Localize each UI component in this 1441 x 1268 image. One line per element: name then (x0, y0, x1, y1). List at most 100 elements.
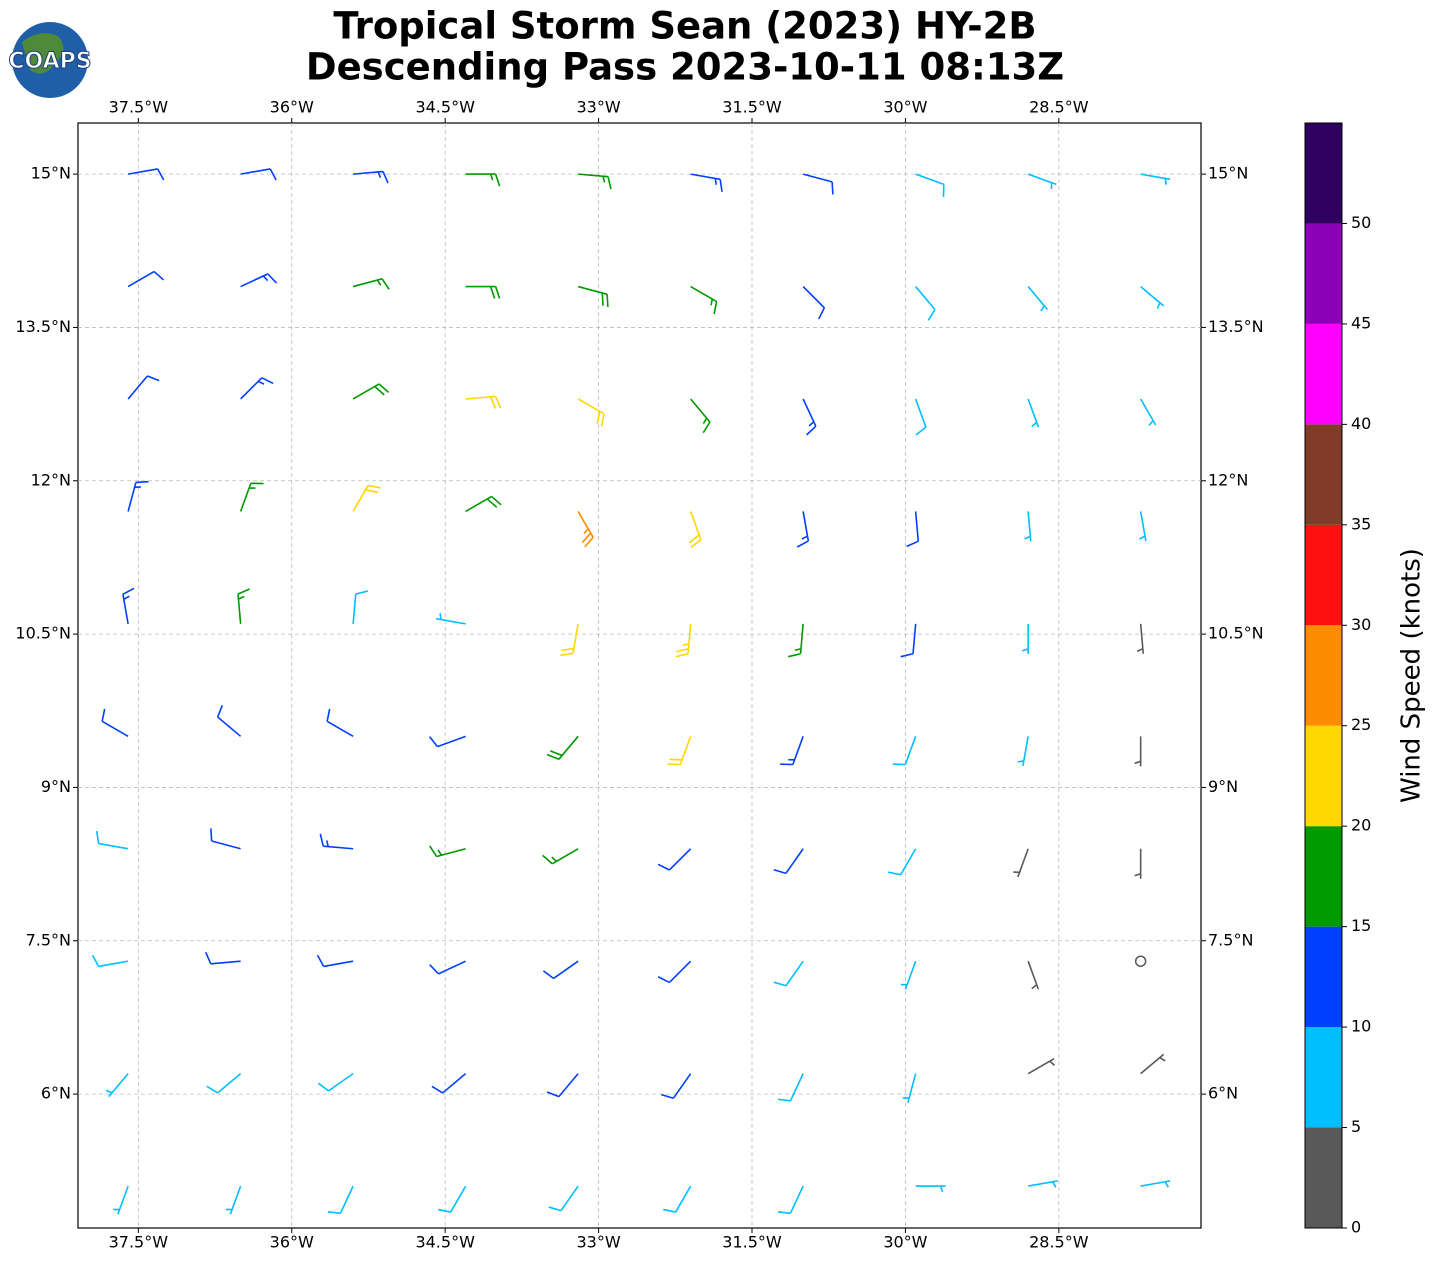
wind-barb (657, 848, 692, 871)
wind-barb (204, 951, 241, 965)
wind-barb (465, 173, 501, 187)
wind-barb (91, 954, 129, 968)
colorbar-segment (1305, 524, 1342, 626)
wind-barb (1134, 736, 1142, 767)
x-tick-label: 37.5°W (109, 98, 169, 117)
wind-barb (317, 1072, 354, 1092)
colorbar-segment (1305, 223, 1342, 324)
wind-barb (577, 398, 605, 427)
y-tick-label: 12°N (31, 470, 71, 489)
x-tick-label: 33°W (576, 98, 620, 117)
wind-barb (1139, 398, 1157, 426)
colorbar-segment (1305, 826, 1342, 927)
wind-barb (900, 623, 917, 658)
wind-barb (122, 587, 135, 625)
wind-barb (465, 495, 502, 513)
x-tick-label: 33°W (576, 1233, 620, 1252)
wind-barb (548, 1185, 579, 1212)
colorbar-segment (1305, 1127, 1342, 1228)
wind-barb (1140, 285, 1165, 309)
wind-barb (127, 270, 165, 288)
wind-barb (577, 285, 609, 307)
y-tick-label: 7.5°N (1208, 930, 1253, 949)
wind-barb (802, 398, 817, 436)
wind-barb (796, 511, 810, 548)
wind-barb (915, 1185, 946, 1193)
x-tick-label: 30°W (883, 1233, 927, 1252)
wind-barb (888, 848, 917, 876)
colorbar-segment (1305, 424, 1342, 525)
wind-barb (900, 960, 917, 990)
title-line: Tropical Storm Sean (2023) HY-2B (333, 5, 1036, 48)
wind-barb (688, 511, 702, 549)
x-tick-label: 36°W (270, 98, 314, 117)
wind-barb (906, 511, 920, 548)
wind-barb (206, 1073, 242, 1094)
y-tick-label: 6°N (1208, 1084, 1238, 1103)
colorbar-tick-label: 25 (1351, 715, 1371, 734)
wind-barb (1027, 286, 1049, 312)
colorbar-segment (1305, 926, 1342, 1028)
wind-barb (675, 623, 692, 658)
wind-barb (113, 1185, 129, 1215)
map-frame (77, 122, 1202, 1229)
wind-barb (95, 830, 129, 850)
wind-barb (802, 285, 826, 320)
wind-barb (1027, 173, 1057, 190)
wind-barb (240, 377, 274, 400)
y-tick-label: 10.5°N (1208, 624, 1264, 643)
wind-barb (352, 484, 381, 512)
colorbar-segment (1305, 625, 1342, 726)
wind-barb (1017, 736, 1029, 767)
wind-barb (127, 375, 160, 400)
wind-barb (352, 278, 390, 290)
y-tick-label: 9°N (1208, 777, 1238, 796)
wind-barb (663, 1185, 692, 1213)
colorbar-segment (1305, 123, 1342, 224)
colorbar-segment (1305, 323, 1342, 425)
colorbar-tick-label: 0 (1351, 1218, 1361, 1237)
wind-barb (546, 735, 579, 761)
wind-barb (1027, 1057, 1056, 1075)
wind-barb (210, 828, 241, 850)
wind-barb (1134, 848, 1142, 879)
wind-barb (428, 735, 466, 748)
wind-barb (780, 736, 804, 766)
y-tick-label: 13.5°N (15, 317, 71, 336)
wind-barb (127, 168, 165, 181)
wind-barb (1013, 848, 1029, 878)
wind-barb (465, 285, 501, 299)
wind-barb (914, 398, 927, 436)
wind-barb (239, 482, 264, 512)
colorbar-tick-label: 30 (1351, 615, 1371, 634)
logo-text: COAPS (8, 49, 91, 74)
wind-barb (1136, 623, 1145, 654)
wind-barb (240, 273, 278, 288)
wind-barb (788, 623, 804, 658)
wind-barb (353, 170, 389, 184)
colorbar-tick-label: 45 (1351, 313, 1371, 332)
wind-barb (216, 704, 242, 737)
colorbar-segment (1305, 1027, 1342, 1128)
wind-barb (892, 736, 917, 766)
colorbar-tick-label: 35 (1351, 514, 1371, 533)
wind-barb (902, 1073, 917, 1103)
wind-barb (773, 848, 804, 875)
wind-barb (326, 708, 354, 738)
colorbar-frame (1304, 122, 1343, 1229)
wind-barb (690, 398, 711, 434)
wind-barb (773, 960, 804, 987)
wind-barb (546, 1073, 579, 1098)
calm-marker (1134, 955, 1147, 967)
wind-barb (465, 395, 502, 409)
wind-barb (667, 736, 692, 766)
wind-barb (690, 285, 718, 315)
wind-barb (542, 848, 579, 865)
wind-barb (225, 1185, 242, 1215)
wind-barb (352, 590, 369, 624)
wind-barb (1027, 398, 1040, 428)
x-tick-label: 30°W (883, 98, 927, 117)
wind-barb (1140, 1053, 1166, 1075)
x-tick-label: 36°W (270, 1233, 314, 1252)
x-tick-label: 31.5°W (722, 1233, 782, 1252)
